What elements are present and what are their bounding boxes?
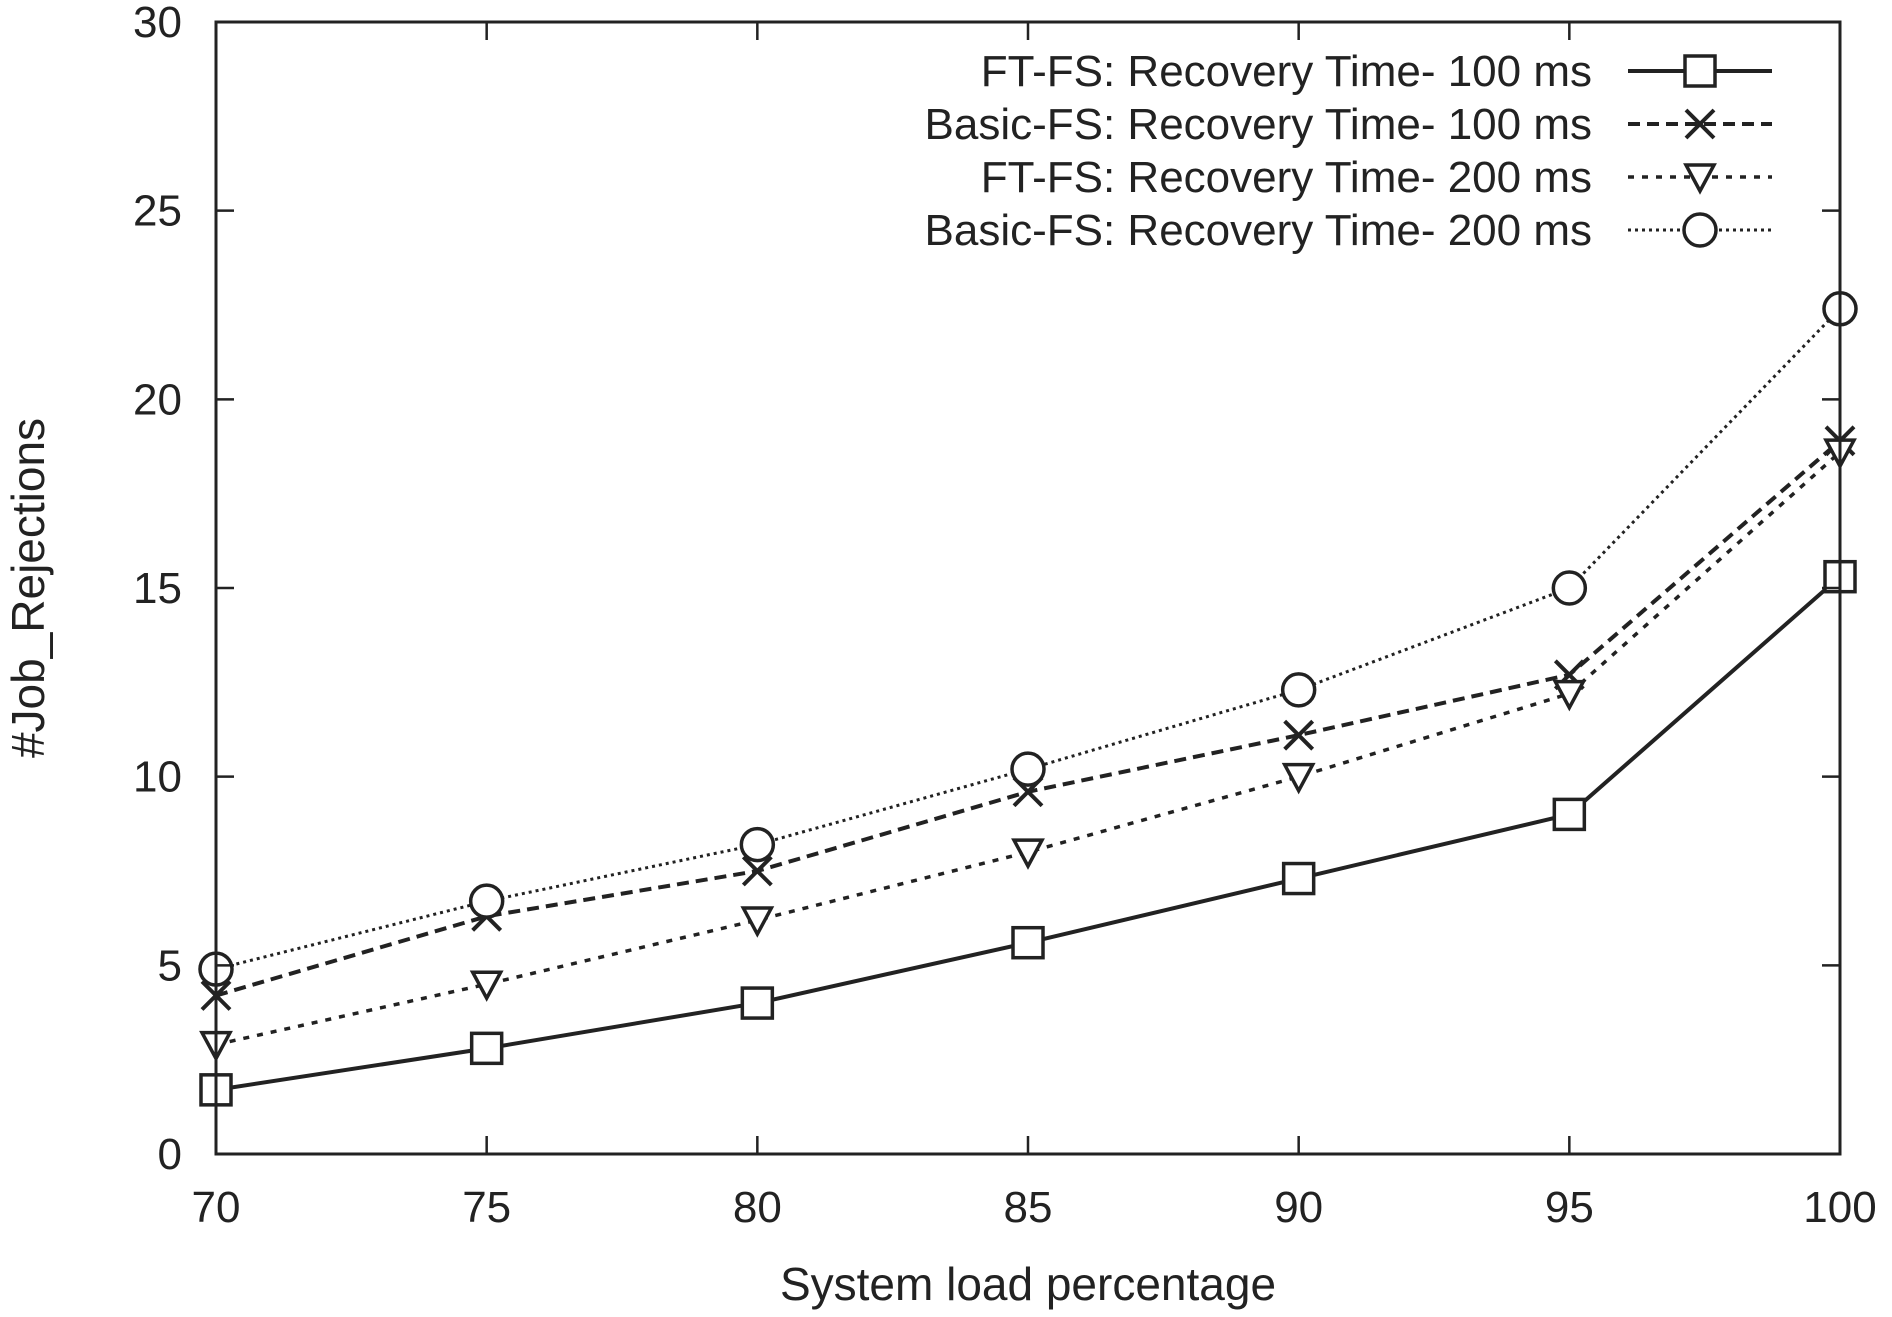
series-3-point [1011,838,1045,870]
legend-marker [1683,54,1717,88]
series-4-point [468,883,505,919]
legend-label: FT-FS: Recovery Time- 200 ms [981,153,1592,202]
series-2-point [741,855,773,887]
legend-label: Basic-FS: Recovery Time- 200 ms [925,206,1593,255]
plot-marks [198,291,1858,1107]
series-2 [200,425,1856,1011]
series-3 [199,438,1857,1063]
x-tick-label: 100 [1803,1183,1876,1232]
x-tick-label: 70 [192,1183,241,1232]
series-3-point [1281,762,1316,795]
series-2-line [215,439,1842,998]
y-tick-label: 5 [158,941,182,990]
legend-marker [1683,163,1717,195]
series-1-point [1011,925,1045,960]
series-2-point [1283,719,1315,751]
series-4-point [1280,672,1317,708]
series-4-point [739,826,776,863]
y-tick-label: 0 [158,1130,182,1179]
series-1 [199,559,1857,1107]
legend-item: FT-FS: Recovery Time- 200 ms [981,153,1772,202]
legend-label: FT-FS: Recovery Time- 100 ms [981,47,1592,96]
series-3-point [469,970,504,1002]
series-1-point [740,986,775,1020]
legend-item: FT-FS: Recovery Time- 100 ms [981,47,1772,96]
y-tick-label: 30 [133,0,182,47]
legend-item: Basic-FS: Recovery Time- 200 ms [925,206,1772,255]
legend-marker [1684,108,1716,140]
x-tick-label: 75 [462,1183,511,1232]
x-tick-label: 80 [733,1183,782,1232]
y-tick-label: 25 [133,187,182,236]
series-4-line [215,307,1842,971]
legend-marker [1682,212,1718,248]
legend-label: Basic-FS: Recovery Time- 100 ms [925,100,1593,149]
series-1-point [1281,861,1316,896]
y-axis-label: #Job_Rejections [2,418,54,758]
y-axis: 0 5 10 15 20 25 30 [133,0,1840,1179]
x-axis: 70 75 80 85 90 95 100 [192,22,1877,1232]
series-3-point [740,906,775,938]
y-tick-label: 10 [133,753,182,802]
series-1-point [469,1031,504,1066]
series-4-point [1010,751,1046,787]
y-tick-label: 15 [133,564,182,613]
legend-item: Basic-FS: Recovery Time- 100 ms [925,100,1772,149]
x-tick-label: 95 [1545,1183,1594,1232]
x-tick-label: 90 [1274,1183,1323,1232]
series-4-point [1551,570,1588,606]
series-4 [198,291,1858,987]
y-tick-label: 20 [133,375,182,424]
x-tick-label: 85 [1004,1183,1053,1232]
series-1-point [1552,797,1587,832]
x-axis-label: System load percentage [780,1258,1276,1310]
series-3-point [1552,679,1587,712]
